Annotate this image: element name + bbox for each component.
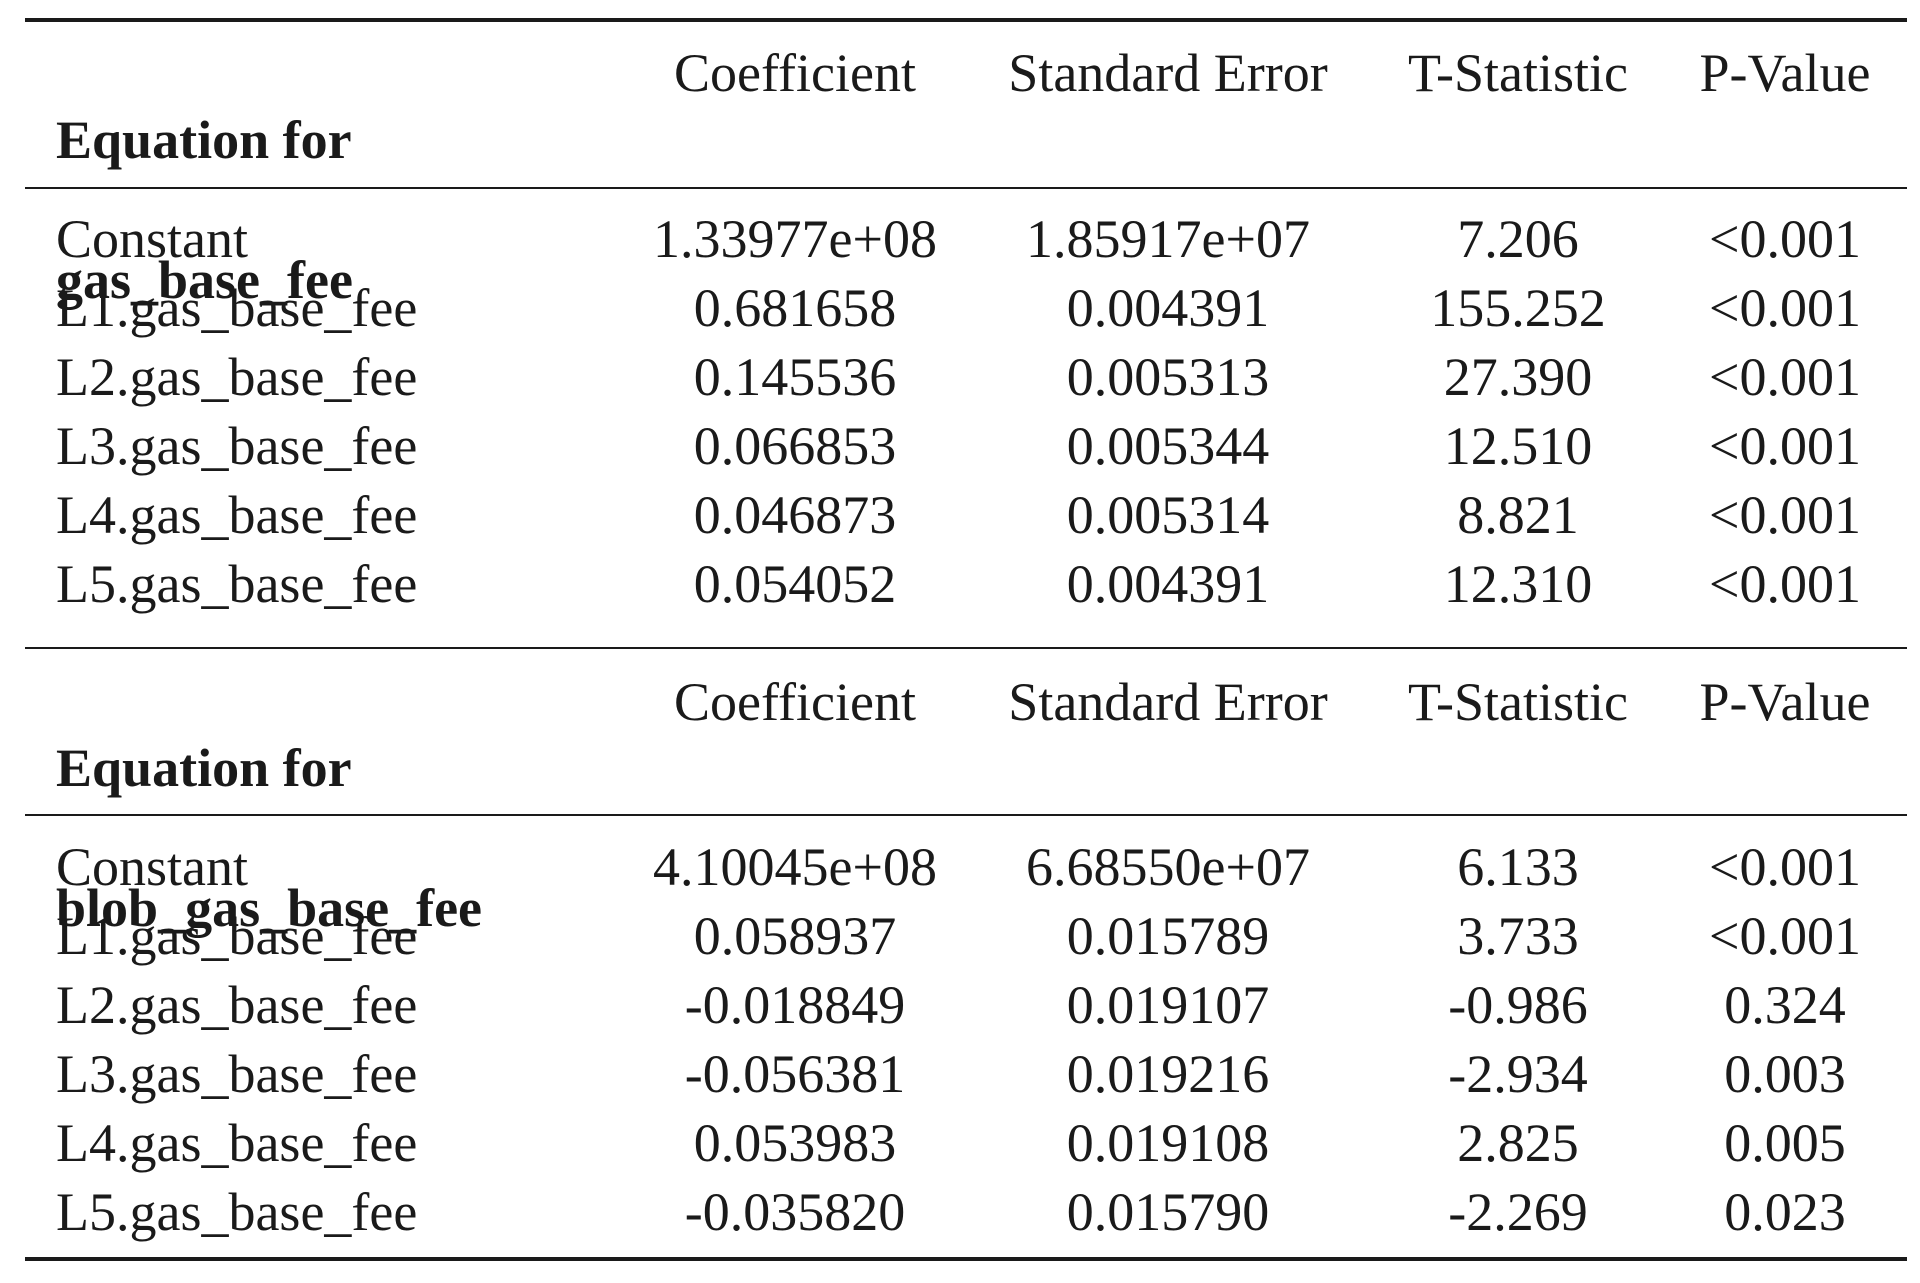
std-error-value: 0.019108	[1066, 1113, 1270, 1173]
coefficient-value: -0.018849	[684, 975, 906, 1035]
variable-name: L5.gas_base_fee	[56, 1182, 418, 1242]
top-rule	[25, 18, 1907, 22]
variable-name: L2.gas_base_fee	[56, 975, 418, 1035]
std-error-value: 0.004391	[1066, 278, 1270, 338]
std-error-value: 0.004391	[1066, 554, 1270, 614]
std-error-value: 1.85917e+07	[1026, 209, 1310, 269]
t-stat-value: 12.310	[1443, 554, 1593, 614]
variable-name: Constant	[56, 209, 249, 269]
variable-name: L2.gas_base_fee	[56, 347, 418, 407]
p-value: 0.003	[1724, 1044, 1846, 1104]
std-error-value: 6.68550e+07	[1026, 837, 1310, 897]
variable-name: L1.gas_base_fee	[56, 278, 418, 338]
coefficient-value: 4.10045e+08	[653, 837, 937, 897]
t-stat-value: 3.733	[1457, 906, 1579, 966]
coefficient-value: 0.058937	[693, 906, 897, 966]
p-value: 0.023	[1724, 1182, 1846, 1242]
variable-name: L5.gas_base_fee	[56, 554, 418, 614]
t-stat-value: 12.510	[1443, 416, 1593, 476]
coefficient-value: 0.054052	[693, 554, 897, 614]
p-value: <0.001	[1709, 906, 1861, 966]
column-header-coefficient: Coefficient	[674, 672, 916, 732]
coefficient-value: 0.681658	[693, 278, 897, 338]
coefficient-value: 0.145536	[693, 347, 897, 407]
coefficient-value: -0.035820	[684, 1182, 906, 1242]
t-stat-value: 7.206	[1457, 209, 1579, 269]
coefficient-value: -0.056381	[684, 1044, 906, 1104]
t-stat-value: 155.252	[1430, 278, 1606, 338]
header-rule-2	[25, 814, 1907, 816]
std-error-value: 0.005344	[1066, 416, 1270, 476]
std-error-value: 0.019216	[1066, 1044, 1270, 1104]
p-value: <0.001	[1709, 209, 1861, 269]
variable-name: Constant	[56, 837, 249, 897]
coefficient-value: 0.053983	[693, 1113, 897, 1173]
std-error-value: 0.005313	[1066, 347, 1270, 407]
p-value: <0.001	[1709, 278, 1861, 338]
variable-name: L4.gas_base_fee	[56, 1113, 418, 1173]
header-rule-1	[25, 187, 1907, 189]
equation-title-1-line2: gas_base_fee	[56, 250, 353, 310]
equation-title-1-line1: Equation for	[56, 110, 352, 170]
t-stat-value: 2.825	[1457, 1113, 1579, 1173]
t-stat-value: -0.986	[1448, 975, 1588, 1035]
p-value: <0.001	[1709, 837, 1861, 897]
p-value: <0.001	[1709, 554, 1861, 614]
variable-name: L3.gas_base_fee	[56, 416, 418, 476]
column-header-t-statistic: T-Statistic	[1407, 672, 1629, 732]
column-header-p-value: P-Value	[1699, 672, 1871, 732]
bottom-rule	[25, 1257, 1907, 1261]
p-value: <0.001	[1709, 485, 1861, 545]
coefficient-value: 1.33977e+08	[653, 209, 937, 269]
equation-title-2-line2: blob_gas_base_fee	[56, 878, 483, 938]
std-error-value: 0.015789	[1066, 906, 1270, 966]
t-stat-value: -2.934	[1448, 1044, 1588, 1104]
column-header-standard-error: Standard Error	[1008, 43, 1328, 103]
variable-name: L1.gas_base_fee	[56, 906, 418, 966]
p-value: <0.001	[1709, 347, 1861, 407]
t-stat-value: 8.821	[1457, 485, 1579, 545]
variable-name: L3.gas_base_fee	[56, 1044, 418, 1104]
t-stat-value: 27.390	[1443, 347, 1593, 407]
t-stat-value: 6.133	[1457, 837, 1579, 897]
std-error-value: 0.015790	[1066, 1182, 1270, 1242]
variable-name: L4.gas_base_fee	[56, 485, 418, 545]
std-error-value: 0.019107	[1066, 975, 1270, 1035]
column-header-p-value: P-Value	[1699, 43, 1871, 103]
coefficient-value: 0.046873	[693, 485, 897, 545]
equation-title-2: Equation for blob_gas_base_fee	[56, 663, 482, 1013]
coefficient-value: 0.066853	[693, 416, 897, 476]
p-value: 0.005	[1724, 1113, 1846, 1173]
equation-title-2-line1: Equation for	[56, 738, 352, 798]
section-divider-rule	[25, 647, 1907, 649]
p-value: <0.001	[1709, 416, 1861, 476]
std-error-value: 0.005314	[1066, 485, 1270, 545]
equation-title-1: Equation for gas_base_fee	[56, 35, 353, 385]
column-header-t-statistic: T-Statistic	[1407, 43, 1629, 103]
t-stat-value: -2.269	[1448, 1182, 1588, 1242]
p-value: 0.324	[1724, 975, 1846, 1035]
column-header-coefficient: Coefficient	[674, 43, 916, 103]
column-header-standard-error: Standard Error	[1008, 672, 1328, 732]
